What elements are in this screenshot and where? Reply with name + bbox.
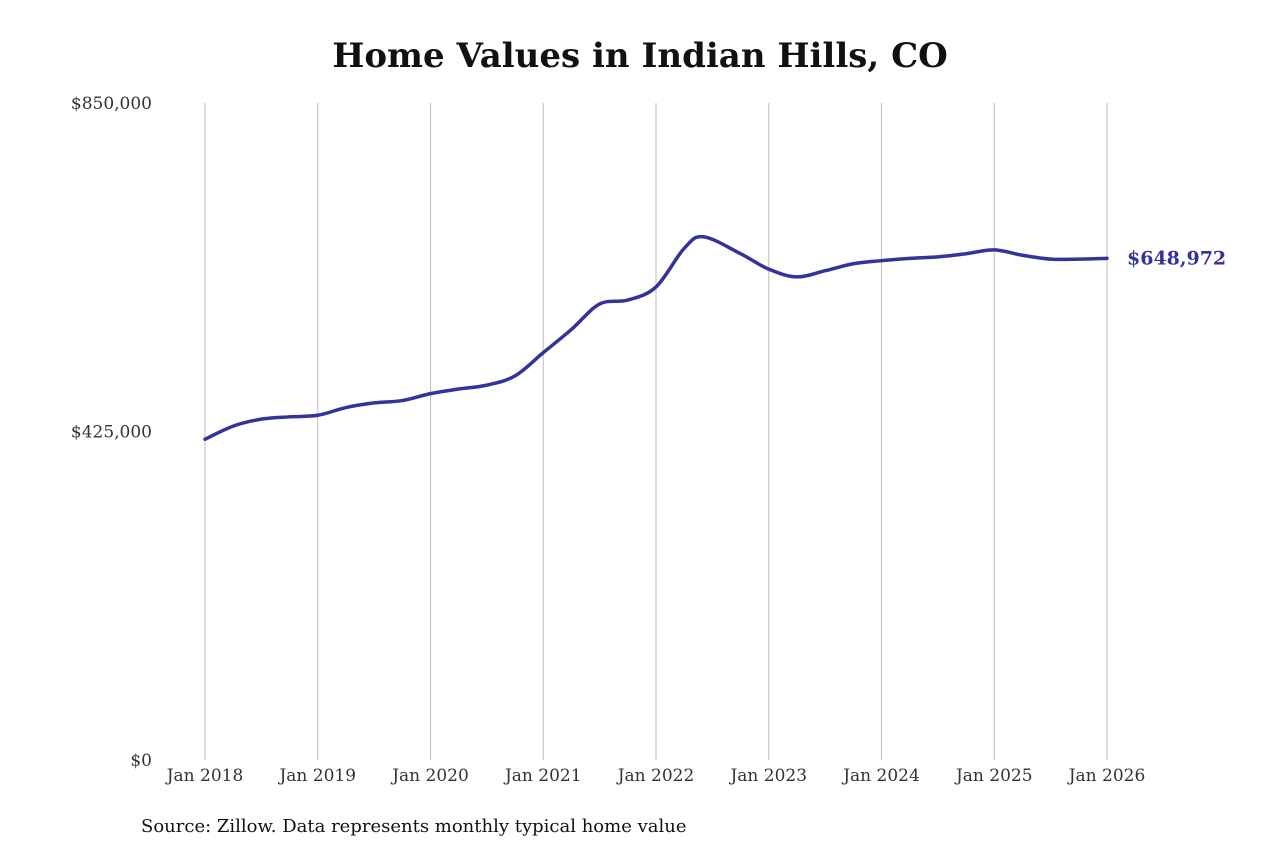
series-layer [203, 234, 1109, 441]
y-tick-label: $425,000 [71, 423, 152, 443]
x-tick-label: Jan 2024 [841, 766, 920, 786]
gridlines [204, 103, 1108, 760]
x-tick-label: Jan 2023 [728, 766, 807, 786]
y-axis-tick-labels: $0 $425,000 $850,000 [71, 94, 152, 771]
x-tick-label: Jan 2026 [1067, 766, 1146, 786]
end-value-label: $648,972 [1127, 247, 1226, 269]
x-axis-tick-labels: Jan 2018 Jan 2019 Jan 2020 Jan 2021 Jan 2022… [165, 766, 1146, 786]
y-tick-label: $850,000 [71, 94, 152, 114]
x-tick-label: Jan 2025 [954, 766, 1033, 786]
x-tick-label: Jan 2018 [165, 766, 244, 786]
series-line [203, 234, 1109, 441]
end-label-layer: $648,972 [1127, 247, 1226, 269]
x-tick-label: Jan 2021 [503, 766, 582, 786]
source-note: Source: Zillow. Data represents monthly … [141, 816, 687, 837]
chart-title: Home Values in Indian Hills, CO [332, 36, 948, 76]
y-tick-label: $0 [130, 751, 152, 771]
x-tick-label: Jan 2020 [390, 766, 469, 786]
x-tick-label: Jan 2019 [277, 766, 356, 786]
x-tick-label: Jan 2022 [616, 766, 695, 786]
